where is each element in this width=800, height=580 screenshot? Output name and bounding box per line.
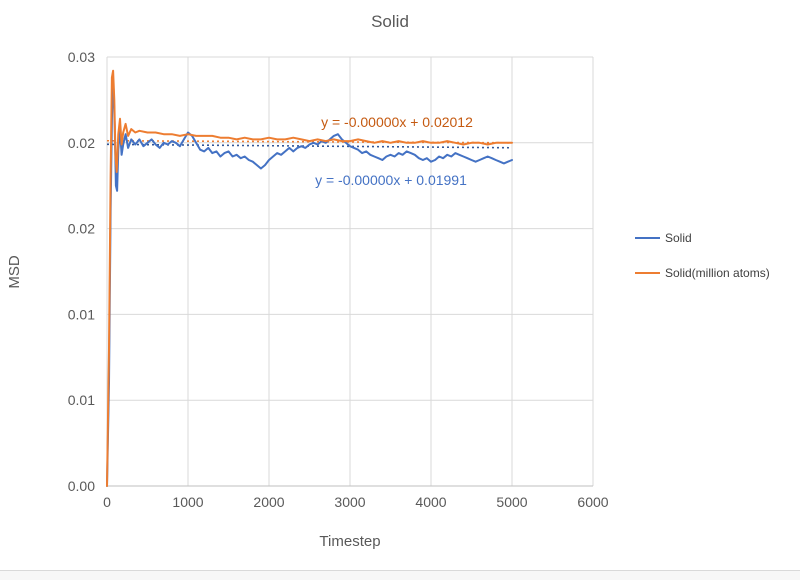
chart-title: Solid: [371, 12, 409, 31]
x-tick-label: 0: [103, 494, 111, 510]
trendline-equation-blue: y = -0.00000x + 0.01991: [315, 172, 467, 188]
y-axis-title: MSD: [6, 255, 23, 289]
legend-label-solid-million-atoms: Solid(million atoms): [665, 266, 770, 280]
legend-item-solid-million-atoms[interactable]: Solid(million atoms): [635, 264, 770, 282]
x-tick-label: 4000: [415, 494, 446, 510]
legend-line-swatch-orange: [635, 272, 660, 274]
x-tick-label: 1000: [172, 494, 203, 510]
x-tick-label: 5000: [496, 494, 527, 510]
legend-line-swatch-blue: [635, 237, 660, 239]
x-tick-label: 6000: [577, 494, 608, 510]
x-tick-label: 2000: [253, 494, 284, 510]
legend-label-solid: Solid: [665, 231, 692, 245]
legend: Solid Solid(million atoms): [635, 229, 770, 299]
y-tick-label: 0.00: [68, 478, 95, 494]
x-axis-title: Timestep: [319, 533, 381, 550]
series-line-solid: [106, 86, 513, 487]
series-line-solid-million-atoms-: [106, 69, 513, 487]
trendline-equation-orange: y = -0.00000x + 0.02012: [321, 114, 473, 130]
y-tick-label: 0.03: [68, 49, 95, 65]
y-tick-label: 0.01: [68, 392, 95, 408]
window-bottom-edge: [0, 570, 800, 580]
y-tick-label: 0.02: [68, 135, 95, 151]
legend-item-solid[interactable]: Solid: [635, 229, 770, 247]
x-tick-label: 3000: [334, 494, 365, 510]
y-tick-label: 0.02: [68, 221, 95, 237]
y-tick-label: 0.01: [68, 306, 95, 322]
